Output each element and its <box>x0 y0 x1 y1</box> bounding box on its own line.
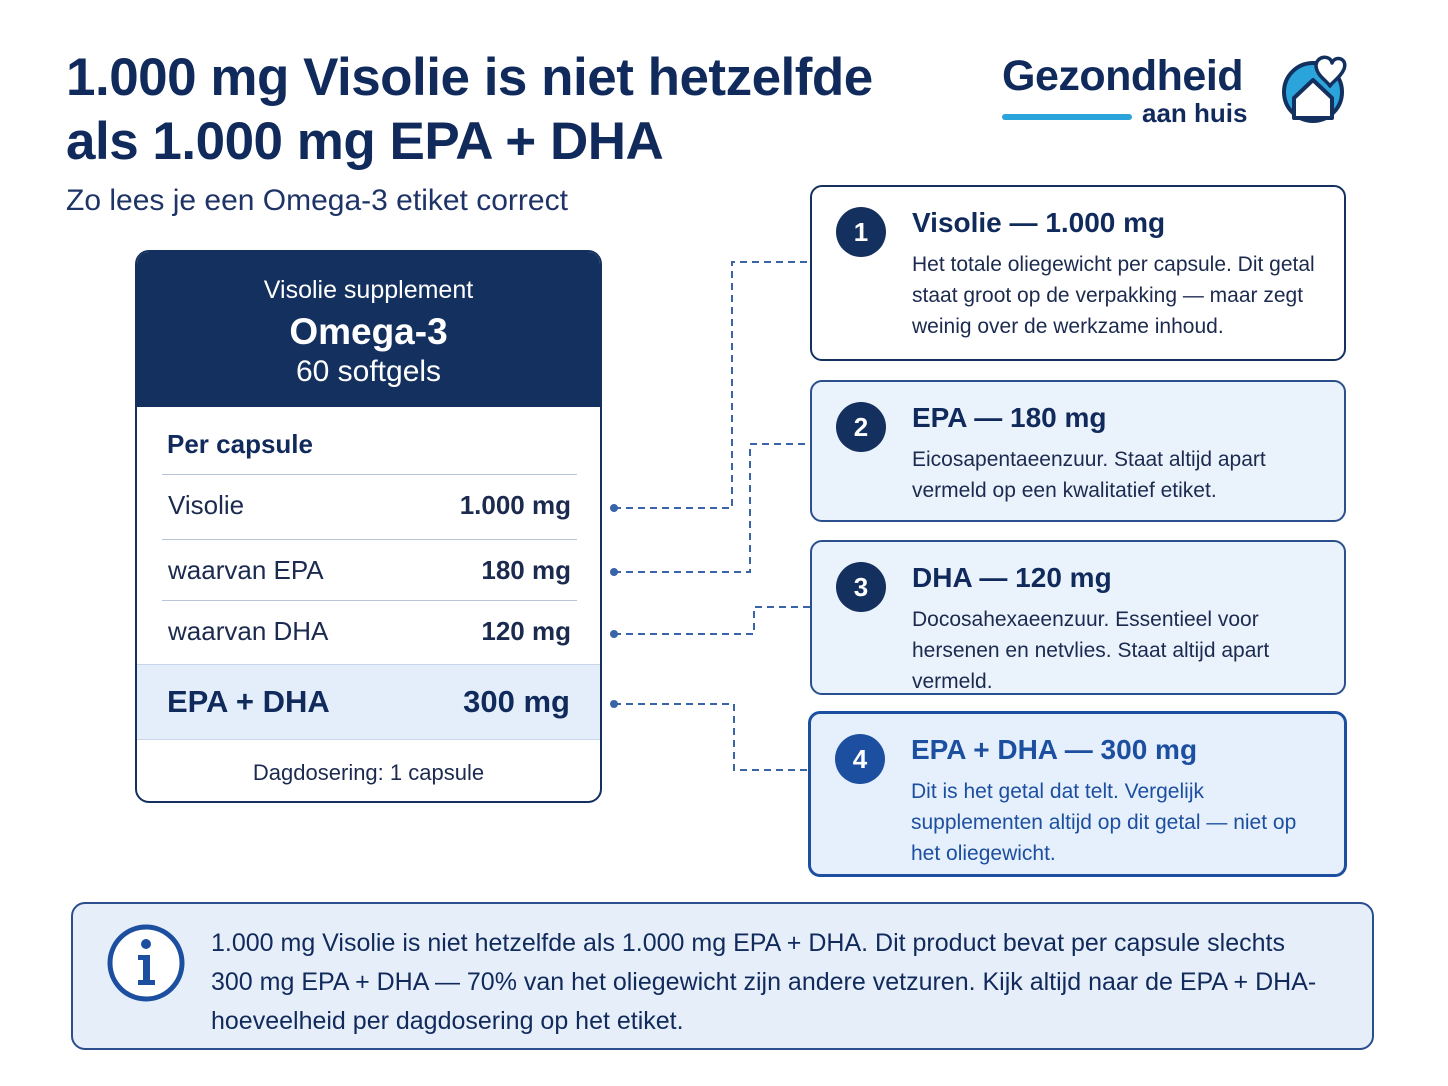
daily-dose: Dagdosering: 1 capsule <box>252 760 485 785</box>
connector-dot-3 <box>610 630 618 638</box>
title-line-2: als 1.000 mg EPA + DHA <box>66 112 664 171</box>
logo-sub-text: aan huis <box>1142 98 1248 128</box>
label-product-count: 60 softgels <box>295 355 442 388</box>
label-row-total: EPA + DHA 300 mg <box>137 664 600 740</box>
label-row-visolie: Visolie 1.000 mg <box>162 474 577 536</box>
page-subtitle: Zo lees je een Omega-3 etiket correct <box>66 184 568 217</box>
row-value: 1.000 mg <box>459 490 571 520</box>
callout-body: Eicosapentaeenzuur. Staat altijd apart v… <box>912 448 1266 502</box>
row-name: waarvan EPA <box>168 555 324 585</box>
total-name: EPA + DHA <box>167 684 330 719</box>
callout-title: Visolie — 1.000 mg <box>912 207 1166 238</box>
label-product-type: Visolie supplement <box>263 276 474 304</box>
callout-body: Dit is het getal dat telt. Vergelijk sup… <box>911 780 1297 865</box>
label-header: Visolie supplement Omega-3 60 softgels <box>137 252 600 407</box>
row-value: 120 mg <box>481 616 571 646</box>
connector-3 <box>614 606 810 635</box>
callout-epa: 2 EPA — 180 mg Eicosapentaeenzuur. Staat… <box>810 380 1346 522</box>
number-badge: 4 <box>835 734 885 784</box>
connector-2 <box>614 443 810 573</box>
connector-dot-4 <box>610 700 618 708</box>
label-row-dha: waarvan DHA 120 mg <box>162 600 577 662</box>
title-line-1: 1.000 mg Visolie is niet hetzelfde <box>66 48 873 107</box>
number-badge: 2 <box>836 402 886 452</box>
callout-title: EPA + DHA — 300 mg <box>911 734 1198 765</box>
heart-house-icon <box>1282 55 1347 123</box>
number-badge: 1 <box>836 207 886 257</box>
callout-body: Het totale oliegewicht per capsule. Dit … <box>912 253 1315 338</box>
per-capsule-heading: Per capsule <box>167 429 313 459</box>
total-value: 300 mg <box>463 684 570 719</box>
callout-title: EPA — 180 mg <box>912 402 1107 433</box>
callout-visolie: 1 Visolie — 1.000 mg Het totale oliegewi… <box>810 185 1346 361</box>
logo-main-text: Gezondheid <box>1002 52 1244 100</box>
connector-4 <box>614 703 808 771</box>
connector-dot-1 <box>610 504 618 512</box>
callout-title: DHA — 120 mg <box>912 562 1112 593</box>
label-row-epa: waarvan EPA 180 mg <box>162 539 577 601</box>
page-title: 1.000 mg Visolie is niet hetzelfde als 1… <box>66 46 873 174</box>
brand-logo: Gezondheid aan huis <box>1000 50 1350 130</box>
row-name: Visolie <box>168 490 245 520</box>
connector-dot-2 <box>610 568 618 576</box>
row-name: waarvan DHA <box>168 616 329 646</box>
info-box: 1.000 mg Visolie is niet hetzelfde als 1… <box>71 902 1374 1050</box>
row-value: 180 mg <box>481 555 571 585</box>
callout-body: Docosahexaeenzuur. Essentieel voor herse… <box>912 608 1270 693</box>
info-icon <box>107 924 185 1002</box>
info-text: 1.000 mg Visolie is niet hetzelfde als 1… <box>211 929 1317 1035</box>
connector-1 <box>614 261 810 509</box>
callout-epa-dha-total: 4 EPA + DHA — 300 mg Dit is het getal da… <box>808 711 1347 877</box>
number-badge: 3 <box>836 562 886 612</box>
label-product-name: Omega-3 <box>289 311 448 352</box>
supplement-label: Visolie supplement Omega-3 60 softgels P… <box>135 250 602 803</box>
logo-underline <box>1002 114 1132 120</box>
callout-dha: 3 DHA — 120 mg Docosahexaeenzuur. Essent… <box>810 540 1346 695</box>
